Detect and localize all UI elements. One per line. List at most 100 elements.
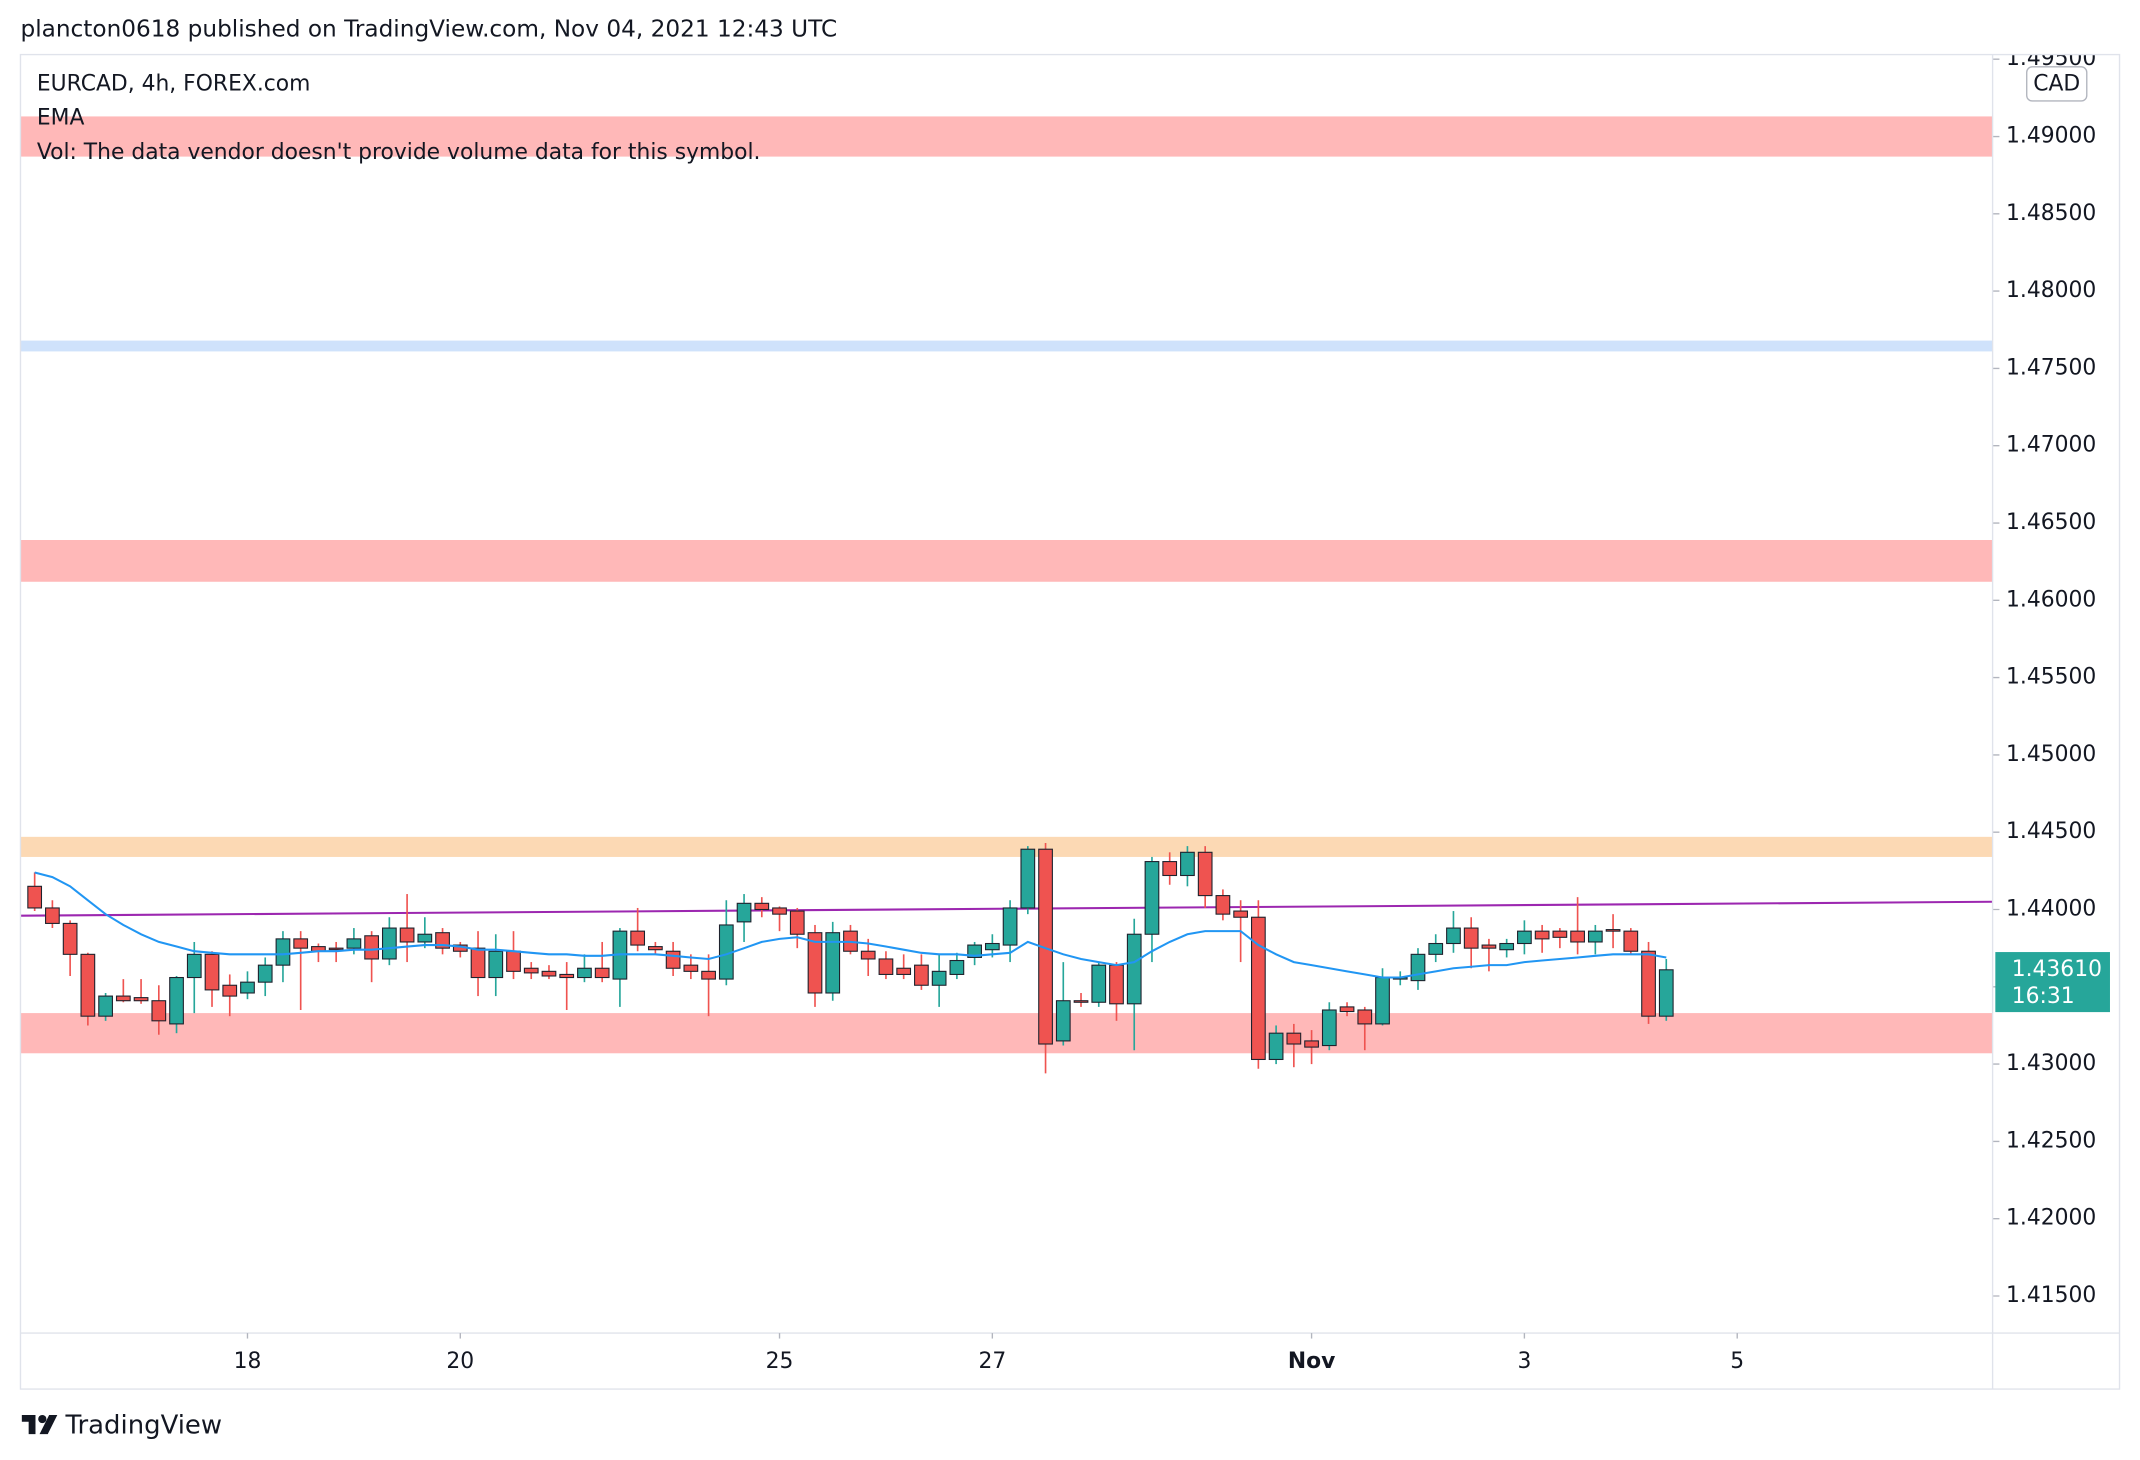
candle-body bbox=[736, 902, 752, 923]
candle-body bbox=[825, 932, 841, 994]
candle-body bbox=[1321, 1009, 1337, 1047]
candle-body bbox=[257, 964, 273, 983]
candle-body bbox=[62, 922, 78, 955]
y-tick-label: 1.44500 bbox=[2006, 819, 2096, 844]
y-tick-label: 1.45500 bbox=[2006, 665, 2096, 690]
candle-body bbox=[1304, 1040, 1319, 1048]
x-tick-label: 18 bbox=[234, 1349, 262, 1374]
candle-body bbox=[1570, 930, 1585, 943]
candle-body bbox=[1073, 1000, 1089, 1003]
candle-body bbox=[1587, 930, 1603, 943]
price-zone bbox=[20, 540, 1993, 582]
candle-body bbox=[115, 995, 131, 1002]
last-price-badge bbox=[1995, 952, 2110, 1013]
x-tick-label: 27 bbox=[978, 1349, 1006, 1374]
y-tick-label: 1.49000 bbox=[2006, 124, 2096, 149]
candle-body bbox=[186, 953, 202, 979]
publish-header: plancton0618 published on TradingView.co… bbox=[20, 16, 837, 43]
candle-body bbox=[1215, 895, 1231, 915]
candle-body bbox=[1641, 950, 1656, 1017]
candle-body bbox=[1055, 1000, 1071, 1042]
candle-body bbox=[1197, 851, 1213, 897]
x-tick-label: 25 bbox=[766, 1349, 794, 1374]
candle-body bbox=[417, 933, 433, 943]
candle-body bbox=[1446, 927, 1461, 945]
candle-body bbox=[133, 997, 149, 1002]
candle-body bbox=[381, 927, 397, 960]
footer-brand: TradingView bbox=[65, 1410, 223, 1440]
candle-body bbox=[1180, 851, 1195, 877]
candle-body bbox=[1605, 929, 1621, 932]
candle-body bbox=[630, 930, 646, 946]
candle-body bbox=[896, 967, 912, 975]
candle-body bbox=[346, 938, 362, 949]
candle-body bbox=[399, 927, 415, 943]
candle-body bbox=[1428, 942, 1444, 955]
candle-body bbox=[984, 942, 1000, 951]
bar-countdown: 16:31 bbox=[2012, 984, 2075, 1009]
candle-body bbox=[1463, 927, 1479, 949]
candle-body bbox=[27, 885, 43, 909]
x-tick-label: 20 bbox=[446, 1349, 474, 1374]
y-tick-label: 1.46000 bbox=[2006, 587, 2096, 612]
candle-body bbox=[559, 973, 575, 979]
currency-label: CAD bbox=[2033, 72, 2080, 97]
candle-body bbox=[648, 946, 663, 951]
candle-body bbox=[914, 964, 929, 986]
candle-body bbox=[665, 950, 681, 969]
candle-body bbox=[80, 953, 96, 1017]
candle-body bbox=[488, 950, 504, 979]
candle-body bbox=[967, 944, 982, 958]
last-price-label: 1.43610 bbox=[2012, 957, 2102, 982]
candle-body bbox=[1286, 1032, 1302, 1045]
candle-body bbox=[1162, 861, 1178, 877]
candle-body bbox=[328, 947, 344, 951]
candle-body bbox=[240, 981, 255, 994]
currency-badge bbox=[2026, 66, 2088, 102]
candle-body bbox=[860, 950, 876, 960]
candle-body bbox=[1233, 910, 1249, 918]
candle-body bbox=[1410, 953, 1426, 982]
candle-body bbox=[293, 938, 309, 949]
candle-body bbox=[275, 938, 291, 966]
y-tick-label: 1.48500 bbox=[2006, 201, 2096, 226]
volume-note: Vol: The data vendor doesn't provide vol… bbox=[37, 140, 761, 165]
candle-body bbox=[204, 953, 220, 991]
candle-body bbox=[523, 967, 539, 974]
candle-body bbox=[1091, 964, 1107, 1003]
price-zone bbox=[20, 116, 1993, 157]
y-tick-label: 1.44000 bbox=[2006, 897, 2096, 922]
candle-body bbox=[931, 970, 947, 986]
candle-body bbox=[772, 907, 787, 915]
candle-body bbox=[1499, 942, 1515, 951]
candle-body bbox=[1552, 930, 1568, 938]
x-tick-label: 3 bbox=[1517, 1349, 1531, 1374]
ema-line bbox=[34, 871, 1667, 979]
candle-body bbox=[754, 902, 770, 911]
y-tick-label: 1.47000 bbox=[2006, 433, 2096, 458]
plot-area bbox=[20, 116, 1993, 1074]
candle-body bbox=[577, 967, 592, 979]
candle-body bbox=[98, 995, 113, 1017]
candle-body bbox=[470, 947, 486, 979]
candle-body bbox=[1109, 964, 1124, 1005]
candle-body bbox=[1251, 916, 1266, 1061]
candle-body bbox=[594, 967, 610, 979]
y-tick-label: 1.42000 bbox=[2006, 1206, 2096, 1231]
y-tick-label: 1.41500 bbox=[2006, 1283, 2096, 1308]
candle-body bbox=[364, 935, 379, 960]
x-tick-label: 5 bbox=[1730, 1349, 1744, 1374]
x-tick-label: Nov bbox=[1288, 1349, 1336, 1374]
candle-body bbox=[1623, 930, 1639, 952]
price-zone bbox=[20, 340, 1993, 352]
y-tick-label: 1.43000 bbox=[2006, 1051, 2096, 1076]
symbol-legend: EURCAD, 4h, FOREX.com bbox=[37, 72, 311, 97]
candle-body bbox=[878, 958, 894, 975]
candle-body bbox=[683, 964, 699, 972]
ema-legend: EMA bbox=[37, 106, 85, 131]
candle-body bbox=[1534, 930, 1550, 940]
y-tick-label: 1.42500 bbox=[2006, 1128, 2096, 1153]
